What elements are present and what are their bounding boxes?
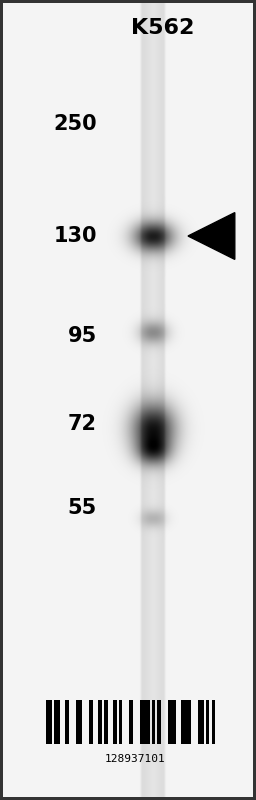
Bar xyxy=(129,700,133,744)
Bar xyxy=(152,700,155,744)
Bar xyxy=(181,700,191,744)
Bar xyxy=(198,700,204,744)
Text: 55: 55 xyxy=(68,498,97,518)
Text: 95: 95 xyxy=(68,326,97,346)
Bar xyxy=(54,700,60,744)
Bar xyxy=(119,700,122,744)
Bar xyxy=(65,700,69,744)
Bar xyxy=(157,700,161,744)
Text: 130: 130 xyxy=(54,226,97,246)
Text: 72: 72 xyxy=(68,414,97,434)
Bar xyxy=(89,700,93,744)
Bar xyxy=(140,700,150,744)
Bar xyxy=(113,700,117,744)
Text: K562: K562 xyxy=(131,18,195,38)
Text: 250: 250 xyxy=(53,114,97,134)
Bar xyxy=(76,700,82,744)
Bar xyxy=(104,700,108,744)
Polygon shape xyxy=(188,213,235,259)
Bar xyxy=(212,700,215,744)
Text: 128937101: 128937101 xyxy=(105,754,166,764)
Bar xyxy=(46,700,52,744)
Bar xyxy=(168,700,176,744)
Bar xyxy=(206,700,209,744)
Bar xyxy=(98,700,102,744)
